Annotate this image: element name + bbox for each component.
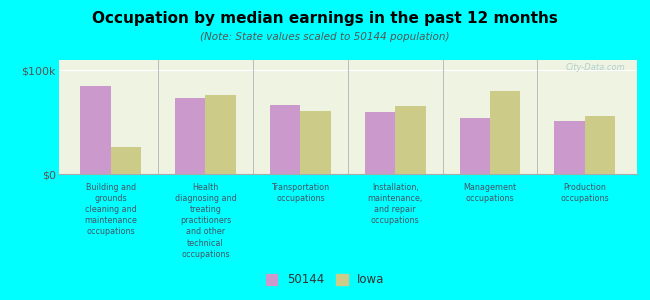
Bar <box>175 98 205 174</box>
Bar <box>365 112 395 174</box>
Text: City-Data.com: City-Data.com <box>566 63 625 72</box>
Bar <box>585 116 615 174</box>
Bar <box>460 118 490 174</box>
Bar <box>111 147 141 174</box>
Legend: 50144, Iowa: 50144, Iowa <box>261 269 389 291</box>
Bar <box>554 121 585 174</box>
Text: (Note: State values scaled to 50144 population): (Note: State values scaled to 50144 popu… <box>200 32 450 41</box>
Text: Installation,
maintenance,
and repair
occupations: Installation, maintenance, and repair oc… <box>367 183 422 225</box>
Text: Health
diagnosing and
treating
practitioners
and other
technical
occupations: Health diagnosing and treating practitio… <box>175 183 237 259</box>
Bar <box>205 95 236 174</box>
Text: Management
occupations: Management occupations <box>463 183 517 203</box>
Bar <box>81 86 110 174</box>
Bar <box>300 111 331 174</box>
Bar <box>395 106 426 174</box>
Text: Transportation
occupations: Transportation occupations <box>271 183 330 203</box>
Text: Building and
grounds
cleaning and
maintenance
occupations: Building and grounds cleaning and mainte… <box>84 183 137 236</box>
Bar <box>490 91 521 174</box>
Text: Occupation by median earnings in the past 12 months: Occupation by median earnings in the pas… <box>92 11 558 26</box>
Bar <box>270 105 300 174</box>
Text: Production
occupations: Production occupations <box>560 183 609 203</box>
